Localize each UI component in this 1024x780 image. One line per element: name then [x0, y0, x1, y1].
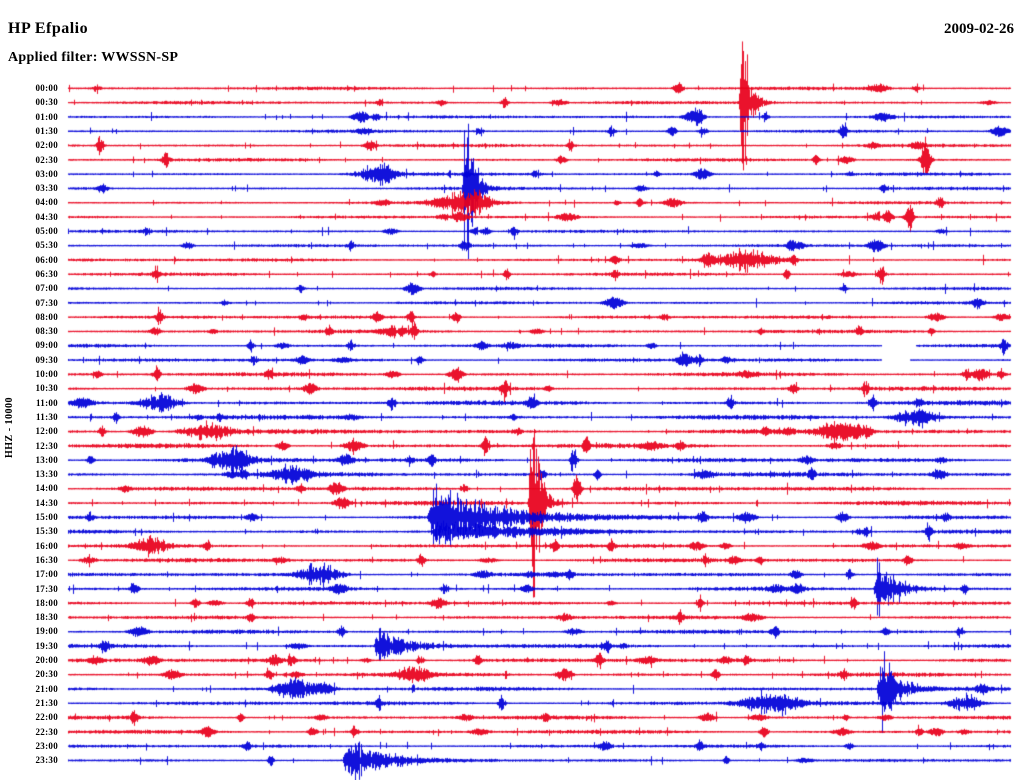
time-label: 09:00	[35, 340, 58, 351]
time-label: 17:30	[35, 583, 58, 594]
time-label: 07:30	[35, 297, 58, 308]
time-label: 13:30	[35, 469, 58, 480]
time-label: 12:00	[35, 426, 58, 437]
time-label: 23:30	[35, 755, 58, 766]
time-label: 06:00	[35, 254, 58, 265]
time-label: 16:00	[35, 540, 58, 551]
time-label: 15:00	[35, 512, 58, 522]
time-label: 08:00	[35, 311, 58, 322]
date-label: 2009-02-26	[944, 21, 1014, 37]
time-label: 07:00	[35, 283, 58, 294]
time-label: 10:00	[35, 369, 58, 379]
time-label: 20:00	[35, 655, 58, 665]
time-label: 02:00	[35, 140, 58, 151]
time-label: 02:30	[35, 154, 58, 165]
time-label: 18:00	[35, 597, 58, 608]
time-label: 15:30	[35, 526, 58, 537]
time-label: 21:30	[35, 697, 58, 708]
time-label: 04:30	[35, 211, 58, 222]
time-label: 06:30	[35, 268, 58, 279]
time-label: 21:00	[35, 683, 58, 694]
time-label: 09:30	[35, 354, 58, 365]
time-label: 01:30	[35, 125, 58, 136]
time-label: 01:00	[35, 111, 58, 122]
time-label: 03:00	[35, 168, 58, 179]
time-label: 19:00	[35, 626, 58, 637]
time-label: 19:30	[35, 640, 58, 651]
time-label: 00:30	[35, 97, 58, 108]
station-title: HP Efpalio	[8, 20, 89, 37]
time-label: 16:30	[35, 554, 58, 565]
time-label: 23:00	[35, 740, 58, 751]
time-label: 08:30	[35, 326, 58, 337]
time-label: 04:00	[35, 197, 58, 208]
time-label: 10:30	[35, 383, 58, 394]
time-label: 12:30	[35, 440, 58, 451]
filter-label: Applied filter: WWSSN-SP	[8, 50, 179, 65]
time-label: 22:30	[35, 726, 58, 737]
time-label: 22:00	[35, 712, 58, 723]
time-label: 11:30	[35, 411, 58, 422]
time-label: 13:00	[35, 454, 58, 465]
time-label: 03:30	[35, 183, 58, 194]
time-label: 11:00	[35, 397, 58, 408]
time-label: 05:00	[35, 226, 58, 236]
time-label: 20:30	[35, 669, 58, 680]
channel-scale-label: HHZ - 10000	[4, 396, 15, 458]
time-label: 14:00	[35, 483, 58, 494]
time-label: 18:30	[35, 612, 58, 623]
time-label: 17:00	[35, 569, 58, 580]
time-label: 05:30	[35, 240, 58, 251]
time-label: 14:30	[35, 497, 58, 508]
time-label: 00:00	[35, 83, 58, 93]
